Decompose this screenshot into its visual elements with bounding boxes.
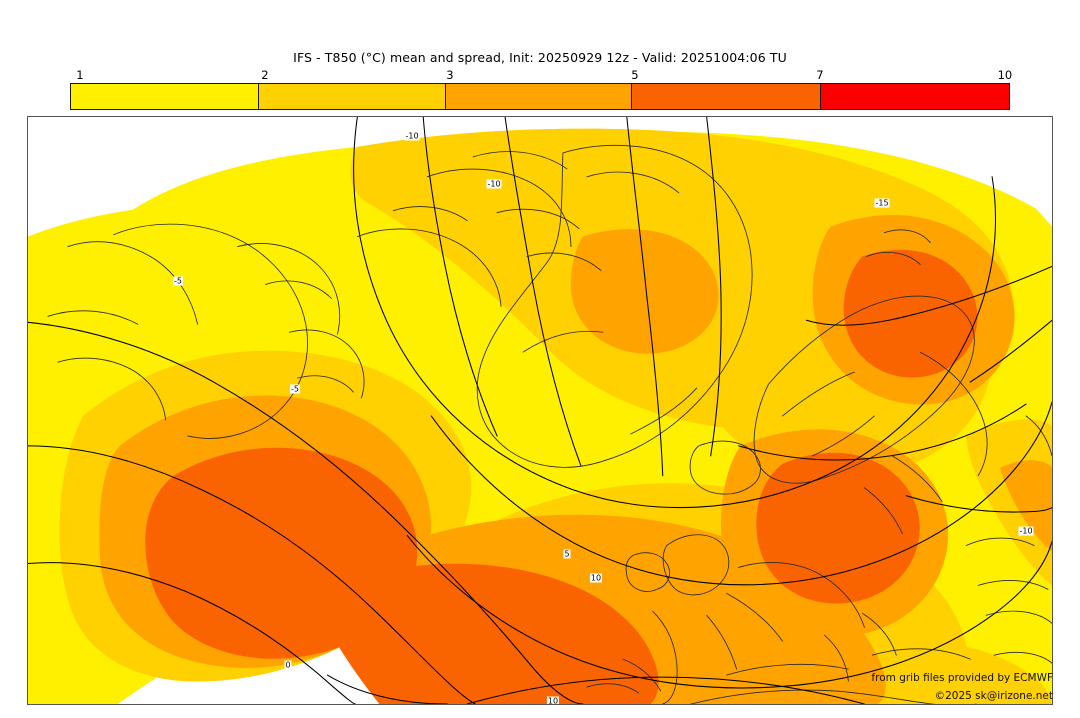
contour-minus10-d (706, 117, 722, 457)
colorbar-tick-1: 1 (76, 68, 84, 82)
colorbar-segment-3-5 (446, 84, 632, 109)
contour-label-zero: 0 (284, 660, 292, 670)
colorbar-tick-labels: 1 2 3 5 7 10 (70, 68, 1013, 82)
contour-ten-b (326, 674, 448, 704)
contour-east-b (905, 495, 1052, 513)
colorbar-segment-2-3 (258, 84, 447, 109)
map-canvas (28, 117, 1052, 704)
contour-line-layer (28, 117, 1052, 704)
colorbar-tick-10: 10 (997, 68, 1013, 82)
coastline-layer (47, 144, 1052, 704)
contour-zero (28, 562, 356, 704)
colorbar (70, 83, 1010, 110)
contour-label-east: -10 (1018, 526, 1034, 536)
contour-label-minus15: -15 (874, 198, 890, 208)
map-panel: -15 -10 -10 -5 -5 0 5 10 10 -10 (27, 116, 1053, 705)
contour-ten-a (406, 535, 1052, 689)
contour-east-a (969, 319, 1052, 383)
colorbar-tick-7: 7 (816, 68, 824, 82)
spread-shading-layer (28, 128, 1052, 704)
colorbar-segment-1-2 (71, 84, 259, 109)
credit-source: from grib files provided by ECMWF (871, 672, 1053, 684)
contour-minus10-b (504, 117, 582, 467)
colorbar-tick-2: 2 (261, 68, 269, 82)
colorbar-segment-5-7 (631, 84, 822, 109)
contour-label-minus5-a: -5 (290, 384, 300, 394)
colorbar-tick-3: 3 (446, 68, 454, 82)
credit-copyright: ©2025 sk@irizone.net (934, 690, 1053, 702)
page-title: IFS - T850 (°C) mean and spread, Init: 2… (293, 50, 787, 65)
contour-minus5-a (28, 321, 584, 704)
contour-minus10-c (626, 117, 664, 477)
contour-minus5-b (28, 445, 476, 704)
colorbar-tick-5: 5 (631, 68, 639, 82)
contour-minus15 (805, 265, 1052, 326)
contour-label-ten-a: 10 (589, 573, 603, 583)
spread-band-5-7 (145, 249, 978, 704)
contour-label-minus5-b: -5 (173, 276, 183, 286)
colorbar-segment-7-10 (821, 84, 1009, 109)
contour-scandinavia (738, 403, 1027, 461)
contour-label-minus10-a: -10 (486, 179, 502, 189)
contour-arc-arctic (353, 117, 996, 509)
contour-five (430, 401, 1052, 586)
contour-minus10-a (422, 117, 498, 437)
contour-label-five: 5 (563, 549, 571, 559)
contour-label-minus10-b: -10 (404, 131, 420, 141)
contour-ten-c (466, 676, 865, 704)
contour-label-ten-b: 10 (546, 696, 560, 705)
